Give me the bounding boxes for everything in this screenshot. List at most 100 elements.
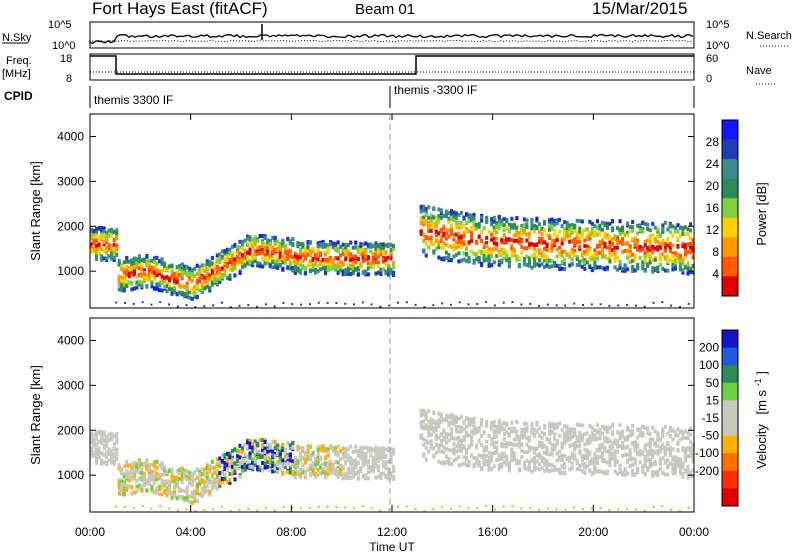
velocity-cell-1808 xyxy=(568,427,572,432)
power-cell-270 xyxy=(158,288,162,293)
velocity-cell-212 xyxy=(142,475,146,479)
power-cell-1547 xyxy=(502,233,506,238)
power-cell-1843 xyxy=(578,235,582,240)
power-cell-1653 xyxy=(530,254,534,259)
power-cell-29 xyxy=(95,238,99,243)
power-cell-836 xyxy=(298,242,302,247)
power-ground-dot-2339 xyxy=(458,301,461,304)
power-cell-2198 xyxy=(666,254,670,259)
power-cell-287 xyxy=(160,274,164,279)
power-cell-1138 xyxy=(374,244,378,248)
velocity-colorbar-tick-2: 50 xyxy=(706,376,720,390)
power-cell-957 xyxy=(329,266,333,271)
power-cell-457 xyxy=(203,275,207,280)
power-cell-1739 xyxy=(550,264,554,269)
velocity-cell-2210 xyxy=(671,465,675,469)
power-ytick-label-3000: 3000 xyxy=(57,174,84,188)
power-cell-488 xyxy=(210,268,214,273)
power-cell-242 xyxy=(150,265,154,270)
velocity-cell-705 xyxy=(266,442,270,447)
velocity-cell-805 xyxy=(291,472,295,477)
velocity-ground-dot-2311 xyxy=(212,508,215,511)
velocity-cell-883 xyxy=(311,462,315,467)
power-cell-1438 xyxy=(475,252,479,257)
velocity-cell-1938 xyxy=(600,424,604,429)
power-cell-255 xyxy=(152,286,156,291)
power-cell-1681 xyxy=(538,230,542,235)
power-cell-907 xyxy=(316,248,320,253)
velocity-cell-1949 xyxy=(603,427,607,432)
velocity-cell-1393 xyxy=(465,433,469,438)
power-cell-241 xyxy=(150,258,154,263)
power-cell-439 xyxy=(198,268,202,273)
power-cell-1823 xyxy=(573,248,577,253)
velocity-colorbar-tick-5: -50 xyxy=(702,429,720,443)
velocity-cell-1148 xyxy=(376,455,380,460)
power-cell-2294 xyxy=(691,264,695,269)
velocity-cell-1875 xyxy=(585,438,589,442)
power-cell-304 xyxy=(165,275,169,280)
velocity-cell-1976 xyxy=(611,456,615,461)
power-cell-2059 xyxy=(631,258,635,263)
velocity-cell-254 xyxy=(152,474,156,479)
velocity-cell-1832 xyxy=(575,466,579,471)
power-ground-dot-2317 xyxy=(264,303,267,306)
velocity-cell-1503 xyxy=(492,435,496,440)
power-cell-1648 xyxy=(527,231,531,236)
velocity-cell-1360 xyxy=(457,439,461,444)
power-cell-1675 xyxy=(535,226,539,231)
power-cell-997 xyxy=(339,267,343,272)
power-cell-1321 xyxy=(447,219,451,224)
power-cell-2066 xyxy=(633,237,637,242)
power-cell-1588 xyxy=(512,233,516,238)
power-cell-1487 xyxy=(487,254,491,259)
velocity-cell-144 xyxy=(125,469,129,473)
power-cell-768 xyxy=(281,238,285,243)
velocity-cell-1415 xyxy=(470,439,474,444)
power-cell-2230 xyxy=(676,223,680,228)
velocity-cell-424 xyxy=(195,467,199,472)
velocity-cell-1138 xyxy=(374,448,378,452)
velocity-cell-692 xyxy=(263,456,267,461)
velocity-cell-597 xyxy=(238,474,242,479)
velocity-cell-945 xyxy=(326,464,330,469)
power-cell-2203 xyxy=(668,257,672,262)
power-cell-775 xyxy=(283,247,287,252)
power-cell-277 xyxy=(158,259,162,264)
velocity-cell-2237 xyxy=(676,456,680,461)
velocity-cell-187 xyxy=(135,465,139,470)
velocity-cell-2151 xyxy=(656,471,660,476)
velocity-cell-2014 xyxy=(621,453,625,458)
velocity-cell-815 xyxy=(293,469,297,474)
power-cell-1146 xyxy=(376,260,380,265)
velocity-cell-2157 xyxy=(656,431,660,436)
power-cell-1889 xyxy=(588,236,592,241)
power-cell-58 xyxy=(102,235,106,239)
velocity-cell-546 xyxy=(225,451,229,456)
power-cell-2097 xyxy=(641,260,645,265)
velocity-cell-948 xyxy=(326,450,330,455)
velocity-ground-dot-2307 xyxy=(176,509,179,512)
power-cell-1437 xyxy=(475,257,479,262)
power-cell-1757 xyxy=(555,218,559,223)
power-colorbar-frame xyxy=(721,119,739,297)
power-cell-507 xyxy=(215,282,219,287)
power-ground-dot-2342 xyxy=(485,300,488,303)
power-cell-1845 xyxy=(578,259,582,264)
power-cell-1503 xyxy=(492,231,496,236)
power-cell-2256 xyxy=(681,244,685,249)
velocity-ground-dot-2347 xyxy=(529,506,532,509)
velocity-cell-646 xyxy=(251,460,255,465)
power-cell-513 xyxy=(218,252,222,257)
power-cell-1549 xyxy=(502,238,506,243)
power-cell-406 xyxy=(190,272,194,277)
velocity-cell-2155 xyxy=(656,449,660,454)
velocity-cell-1528 xyxy=(497,463,501,468)
power-cell-1346 xyxy=(452,218,456,223)
power-cell-1817 xyxy=(570,230,574,235)
velocity-cell-1133 xyxy=(374,452,378,457)
power-cell-48 xyxy=(100,247,104,252)
power-cell-1589 xyxy=(512,248,516,253)
power-cell-1493 xyxy=(490,254,494,259)
velocity-cell-1378 xyxy=(459,448,463,453)
